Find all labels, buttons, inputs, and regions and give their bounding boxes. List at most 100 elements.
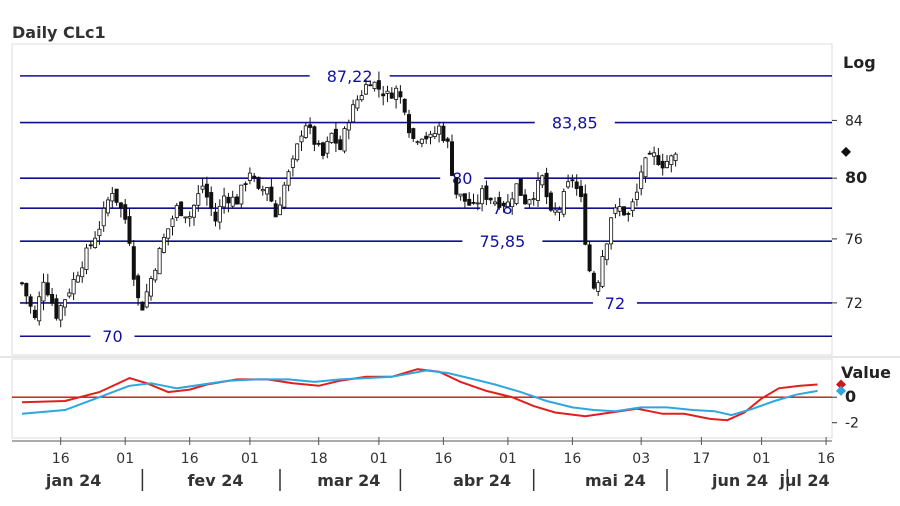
candle-body bbox=[71, 279, 76, 295]
candle-body bbox=[652, 152, 657, 157]
month-label: mar 24 bbox=[317, 471, 380, 490]
candle-body bbox=[437, 125, 442, 135]
candle-body bbox=[286, 171, 291, 186]
candle-body bbox=[505, 201, 510, 208]
candle-body bbox=[209, 192, 214, 209]
candle-body bbox=[566, 181, 571, 188]
candle-body bbox=[290, 158, 295, 168]
level-label: 70 bbox=[102, 327, 122, 346]
indicator-panel: 0 -2 bbox=[12, 368, 859, 432]
candle-body bbox=[75, 275, 80, 283]
level-label: 75,85 bbox=[479, 232, 525, 251]
candle-body bbox=[67, 292, 72, 297]
indicator-tick-label: -2 bbox=[845, 416, 859, 432]
candle-body bbox=[587, 244, 592, 272]
candle-body bbox=[338, 139, 343, 150]
candle-body bbox=[217, 205, 222, 223]
indicator-series-line bbox=[21, 368, 818, 422]
candle-body bbox=[325, 141, 330, 154]
candle-body bbox=[131, 246, 136, 280]
candle-body bbox=[458, 193, 463, 197]
candle-body bbox=[106, 199, 111, 214]
candle-body bbox=[63, 299, 68, 308]
candle-body bbox=[411, 128, 416, 139]
candle-body bbox=[574, 181, 579, 189]
candle-body bbox=[166, 228, 171, 239]
candle-body bbox=[475, 202, 480, 205]
candle-body bbox=[591, 272, 596, 289]
candle-body bbox=[596, 282, 601, 292]
candle-body bbox=[488, 197, 493, 201]
candle-body bbox=[540, 175, 545, 186]
candle-body bbox=[604, 243, 609, 261]
month-label: fev 24 bbox=[187, 471, 243, 490]
candle-body bbox=[419, 138, 424, 144]
candle-body bbox=[222, 195, 227, 208]
candle-body bbox=[660, 160, 665, 169]
candle-body bbox=[265, 187, 270, 195]
candle-body bbox=[424, 135, 429, 140]
date-tick-label: 01 bbox=[370, 451, 388, 467]
candle-body bbox=[454, 177, 459, 195]
candle-body bbox=[355, 99, 360, 109]
candle-body bbox=[536, 179, 541, 201]
candle-body bbox=[316, 142, 321, 145]
candle-body bbox=[170, 218, 175, 227]
date-tick-label: 16 bbox=[181, 451, 199, 467]
candle-body bbox=[54, 298, 59, 319]
candle-body bbox=[45, 282, 50, 296]
candle-body bbox=[462, 193, 467, 202]
candle-body bbox=[432, 133, 437, 138]
candle-body bbox=[441, 125, 446, 142]
candle-body bbox=[368, 84, 373, 87]
month-label: jan 24 bbox=[45, 471, 102, 490]
candle-body bbox=[144, 291, 149, 308]
indicator-series-line bbox=[21, 369, 818, 417]
candle-body bbox=[295, 143, 300, 161]
month-label: mai 24 bbox=[585, 471, 646, 490]
candle-body bbox=[187, 216, 192, 219]
candle-body bbox=[467, 198, 472, 206]
candle-body bbox=[492, 201, 497, 205]
candle-body bbox=[256, 176, 261, 189]
candle-body bbox=[204, 183, 209, 198]
candle-body bbox=[372, 81, 377, 89]
level-label: 72 bbox=[605, 294, 625, 313]
candle-body bbox=[101, 208, 106, 227]
candle-body bbox=[471, 201, 476, 204]
candle-body bbox=[351, 104, 356, 123]
candle-body bbox=[617, 206, 622, 212]
candle-body bbox=[37, 296, 42, 322]
candle-body bbox=[226, 196, 231, 204]
candle-body bbox=[428, 133, 433, 138]
candle-body bbox=[583, 193, 588, 245]
candle-body bbox=[553, 209, 558, 213]
candle-body bbox=[230, 196, 235, 207]
candle-body bbox=[118, 202, 123, 209]
date-tick-label: 16 bbox=[434, 451, 452, 467]
candle-body bbox=[561, 191, 566, 215]
candle-body bbox=[570, 179, 575, 182]
candle-body bbox=[376, 80, 381, 90]
candle-body bbox=[191, 204, 196, 218]
candle-body bbox=[19, 282, 24, 285]
candle-body bbox=[32, 309, 37, 318]
candle-body bbox=[445, 138, 450, 142]
candle-body bbox=[398, 91, 403, 98]
candle-body bbox=[239, 184, 244, 205]
date-tick-label: 16 bbox=[563, 451, 581, 467]
candle-body bbox=[28, 296, 33, 307]
candle-body bbox=[544, 172, 549, 198]
candle-body bbox=[630, 201, 635, 212]
candle-body bbox=[527, 199, 532, 205]
candle-body bbox=[127, 216, 132, 244]
price-axis: 84 80 76 72 bbox=[832, 113, 867, 312]
candle-body bbox=[394, 87, 399, 100]
candle-body bbox=[123, 204, 128, 220]
candle-body bbox=[174, 205, 179, 218]
candle-body bbox=[643, 157, 648, 178]
date-tick-label: 03 bbox=[632, 451, 650, 467]
price-tick-label: 80 bbox=[845, 168, 867, 187]
candle-body bbox=[84, 247, 89, 270]
